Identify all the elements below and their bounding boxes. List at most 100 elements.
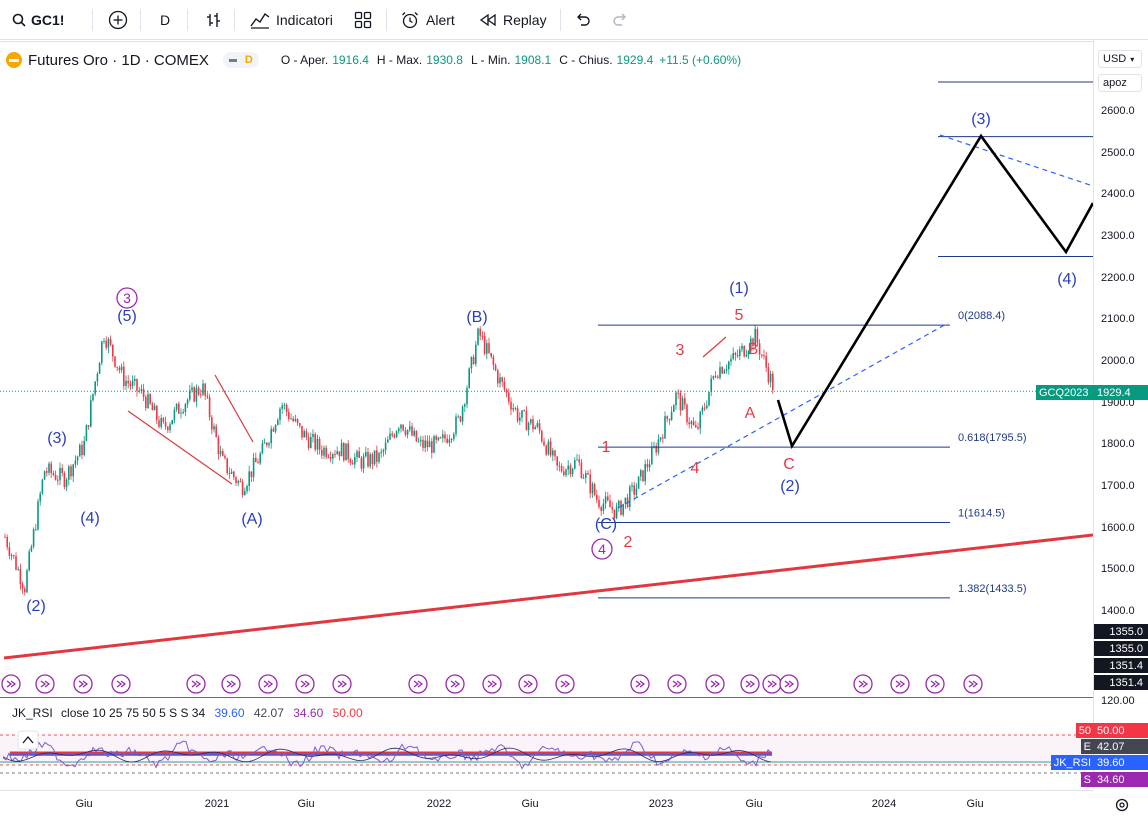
rsi-tag-value: 39.60 — [1094, 755, 1148, 770]
candle-body — [123, 366, 125, 386]
event-marker-icon[interactable] — [518, 674, 538, 694]
candle-body — [389, 433, 391, 440]
candle-body — [290, 418, 292, 420]
price-level-tag: 1355.0 — [1094, 624, 1148, 639]
candle-body — [472, 356, 475, 365]
event-marker-icon[interactable] — [258, 674, 278, 694]
candle-body — [556, 456, 558, 466]
event-marker-icon[interactable] — [111, 674, 131, 694]
candle-body — [362, 456, 365, 469]
candle-body — [180, 412, 182, 414]
wave-label: (A) — [241, 511, 262, 528]
candle-body — [164, 421, 167, 427]
candle-body — [435, 436, 437, 440]
redo-icon — [612, 13, 628, 27]
wedge-line-a — [127, 410, 233, 485]
event-marker-icon[interactable] — [482, 674, 502, 694]
settings-icon[interactable] — [1114, 797, 1130, 818]
candle-body — [703, 407, 706, 409]
candle-body — [455, 416, 457, 435]
replay-button[interactable]: Replay — [479, 0, 547, 40]
event-marker-icon[interactable] — [667, 674, 687, 694]
main-chart[interactable]: 0(2088.4) 0.618(1795.5) 1(1614.5) 1.382(143… — [0, 0, 1093, 790]
candle-body — [448, 439, 451, 443]
event-marker-icon[interactable] — [740, 674, 760, 694]
candle-body — [178, 403, 180, 414]
event-marker-icon[interactable] — [408, 674, 428, 694]
candle-body — [741, 345, 743, 350]
rsi-tag-label: JK_RSI — [1050, 755, 1094, 770]
chart-type-button[interactable] — [205, 0, 223, 40]
price-tick-label: 1700.0 — [1101, 479, 1135, 492]
event-marker-icon[interactable] — [221, 674, 241, 694]
candle-body — [314, 433, 316, 450]
wave-label: C — [783, 456, 795, 473]
contract-tag: GCQ2023 — [1036, 385, 1094, 400]
candle-body — [235, 477, 237, 483]
symbol-label: GC1! — [31, 12, 65, 28]
interval-button[interactable]: D — [160, 0, 170, 40]
currency-button[interactable]: USD ▾ — [1098, 50, 1142, 68]
candle-body — [750, 338, 752, 352]
rsi-name[interactable]: JK_RSI — [12, 706, 53, 720]
price-tick-label: 1400.0 — [1101, 604, 1135, 617]
event-markers[interactable] — [1, 674, 983, 694]
undo-icon — [575, 13, 591, 27]
compare-button[interactable] — [108, 0, 128, 40]
event-marker-icon[interactable] — [762, 674, 782, 694]
redo-button[interactable] — [612, 0, 628, 40]
event-marker-icon[interactable] — [555, 674, 575, 694]
event-marker-icon[interactable] — [779, 674, 799, 694]
price-axis[interactable]: USD ▾ apoz 2600.0 2500.0 2400.0 2300.0 2200.0… — [1036, 40, 1148, 790]
undo-button[interactable] — [575, 0, 591, 40]
rsi-legend: JK_RSI close 10 25 75 50 5 S S 34 39.60 … — [12, 706, 363, 720]
candle-body — [145, 396, 147, 409]
event-marker-icon[interactable] — [73, 674, 93, 694]
candle-body — [545, 445, 547, 455]
interval-label: D — [160, 12, 171, 28]
event-marker-icon[interactable] — [295, 674, 315, 694]
candle-body — [398, 428, 400, 432]
candle-body — [191, 387, 193, 391]
event-marker-icon[interactable] — [630, 674, 650, 694]
price-level-tag: 1355.0 — [1094, 641, 1148, 656]
candle-body — [530, 419, 532, 424]
event-marker-icon[interactable] — [705, 674, 725, 694]
candle-body — [490, 352, 492, 357]
scale-button[interactable]: apoz — [1098, 74, 1142, 92]
candle-body — [345, 443, 347, 461]
candle-body — [6, 537, 8, 548]
candle-body — [226, 458, 228, 474]
candle-body — [648, 464, 651, 468]
event-marker-icon[interactable] — [890, 674, 910, 694]
candle-body — [519, 417, 521, 421]
event-marker-icon[interactable] — [332, 674, 352, 694]
candle-body — [4, 536, 6, 538]
candle-body — [497, 370, 499, 384]
candle-body — [248, 471, 250, 486]
event-marker-icon[interactable] — [925, 674, 945, 694]
event-marker-icon[interactable] — [1, 674, 21, 694]
event-marker-icon[interactable] — [963, 674, 983, 694]
close-label: C - Chius. — [559, 53, 613, 67]
layouts-button[interactable] — [354, 0, 372, 40]
candle-body — [28, 551, 30, 571]
candle-body — [525, 410, 528, 431]
candle-body — [301, 425, 303, 438]
event-marker-icon[interactable] — [445, 674, 465, 694]
candle-body — [175, 403, 178, 410]
rsi-value-1: 39.60 — [214, 706, 245, 720]
collapse-pane-button[interactable] — [17, 730, 39, 750]
wave-label: (2) — [780, 478, 800, 495]
event-marker-icon[interactable] — [186, 674, 206, 694]
time-axis[interactable]: Giu 2021 Giu 2022 Giu 2023 Giu 2024 Giu — [0, 790, 1129, 829]
candle-body — [127, 380, 129, 384]
close-value: 1929.4 — [616, 53, 654, 67]
symbol-search[interactable]: GC1! — [12, 0, 64, 40]
alert-button[interactable]: Alert — [400, 0, 455, 40]
event-marker-icon[interactable] — [853, 674, 873, 694]
chart-title[interactable]: Futures Oro · 1D · COMEX — [28, 51, 209, 69]
event-marker-icon[interactable] — [35, 674, 55, 694]
candle-body — [347, 443, 349, 460]
indicators-button[interactable]: Indicatori — [250, 0, 333, 40]
